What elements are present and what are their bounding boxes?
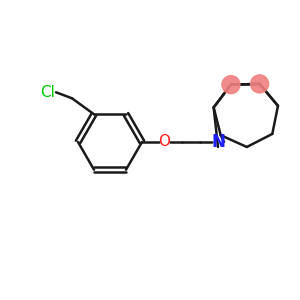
Text: Cl: Cl	[40, 85, 56, 100]
Circle shape	[250, 75, 268, 93]
Text: N: N	[211, 133, 225, 151]
Circle shape	[222, 76, 240, 94]
Text: O: O	[158, 134, 170, 149]
